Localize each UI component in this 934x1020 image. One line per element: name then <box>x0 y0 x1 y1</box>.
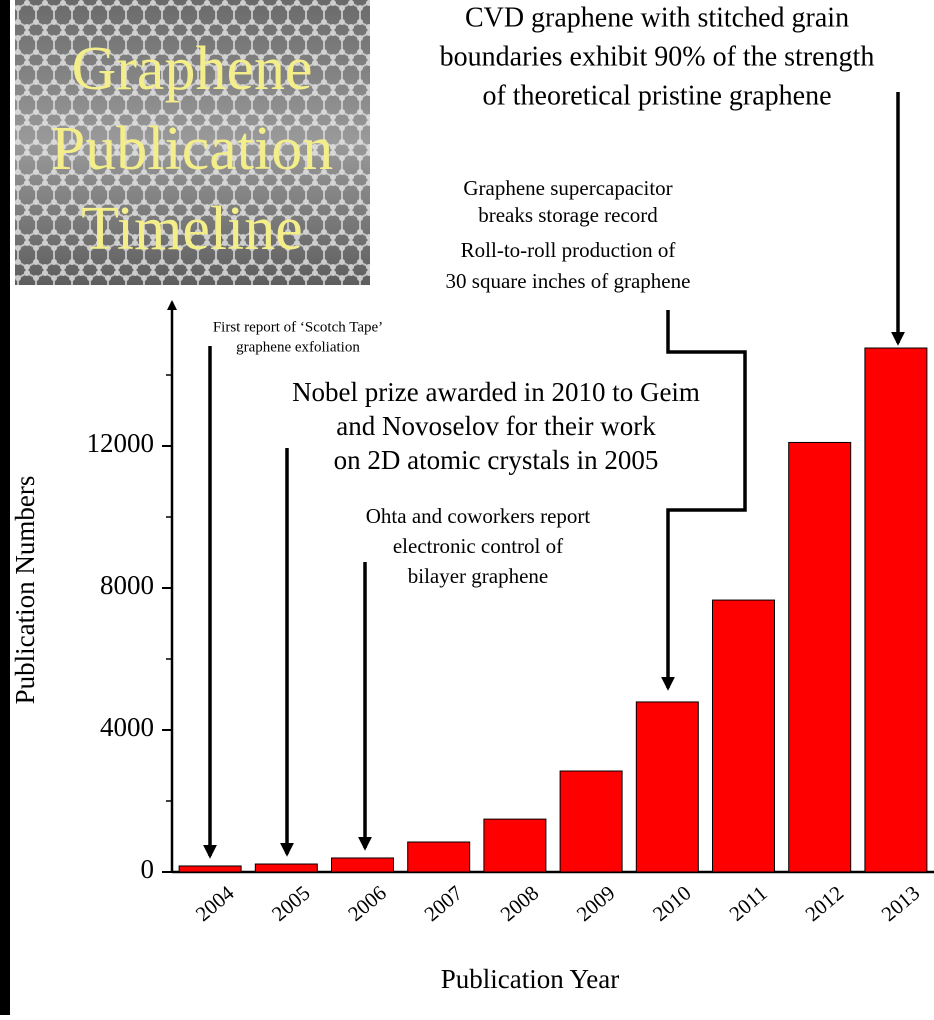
annotation: electronic control of <box>393 534 563 558</box>
y-tick-label: 4000 <box>100 712 154 742</box>
annotation: Ohta and coworkers report <box>366 504 591 528</box>
annotation: graphene exfoliation <box>236 339 360 355</box>
x-tick-label: 2011 <box>725 881 772 926</box>
x-tick-label: 2007 <box>419 881 467 926</box>
x-tick-label: 2005 <box>267 881 315 926</box>
annotation: First report of ‘Scotch Tape’ <box>213 319 383 335</box>
bar <box>254 863 318 873</box>
annotation-arrows <box>203 92 905 859</box>
x-tick-label: 2008 <box>496 881 544 926</box>
x-tick-label: 2009 <box>572 881 620 926</box>
bar <box>559 770 623 873</box>
annotation: boundaries exhibit 90% of the strength <box>440 41 875 72</box>
annotation: of theoretical pristine graphene <box>482 80 831 111</box>
y-axis-label: Publication Numbers <box>10 476 40 705</box>
y-tick-label: 8000 <box>100 570 154 600</box>
x-tick-label: 2006 <box>343 881 391 926</box>
title-lattice <box>15 0 370 285</box>
x-tick-label: 2004 <box>191 880 239 926</box>
annotation: CVD graphene with stitched grain <box>465 2 849 33</box>
x-tick-label: 2012 <box>800 881 848 926</box>
x-axis-label: Publication Year <box>441 964 620 994</box>
annotation: Roll-to-roll production of <box>461 238 676 262</box>
bar <box>635 701 699 873</box>
edge-strip <box>0 0 10 1015</box>
annotation: and Novoselov for their work <box>336 411 656 441</box>
annotation: breaks storage record <box>478 203 658 227</box>
arrow <box>661 310 747 691</box>
annotation: on 2D atomic crystals in 2005 <box>334 445 659 475</box>
title-image <box>15 0 370 285</box>
title-line: Graphene <box>72 35 313 103</box>
x-tick-label: 2013 <box>877 881 925 926</box>
title-line: Publication <box>51 115 333 183</box>
annotation: Graphene supercapacitor <box>463 176 672 200</box>
annotation: Nobel prize awarded in 2010 to Geim <box>292 377 700 407</box>
annotation: 30 square inches of graphene <box>446 269 691 293</box>
bar <box>178 865 242 873</box>
bar <box>712 599 775 873</box>
bar <box>407 841 471 873</box>
bar <box>331 857 394 873</box>
y-tick-label: 12000 <box>87 428 155 458</box>
annotation: bilayer graphene <box>408 564 549 588</box>
title-line: Timeline <box>81 195 303 263</box>
bar <box>483 818 547 873</box>
y-tick-label: 0 <box>141 854 155 884</box>
bar <box>788 441 852 873</box>
bar <box>864 347 928 873</box>
x-tick-label: 2010 <box>648 881 696 926</box>
